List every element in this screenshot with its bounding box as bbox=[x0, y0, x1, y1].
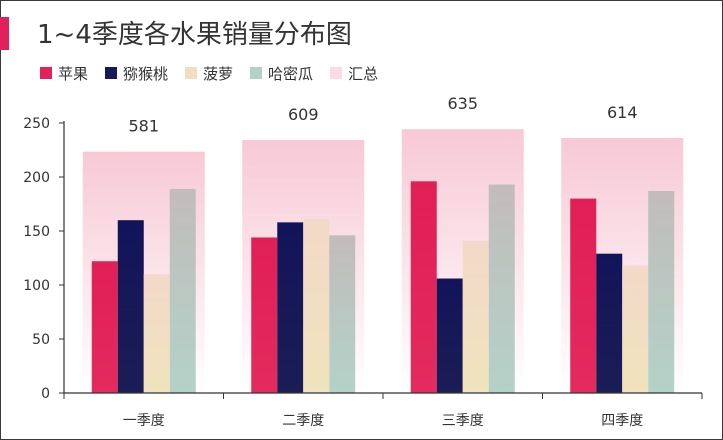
y-tick-label-4: 200 bbox=[23, 170, 50, 186]
y-tick-label-2: 100 bbox=[23, 278, 50, 294]
x-tick-label-3: 三季度 bbox=[442, 413, 484, 429]
legend-item-kiwi: 猕猴桃 bbox=[105, 63, 168, 84]
legend-item-melon: 哈密瓜 bbox=[250, 63, 313, 84]
legend: 苹果 猕猴桃 菠萝 哈密瓜 汇总 bbox=[40, 63, 395, 83]
legend-label-melon: 哈密瓜 bbox=[268, 64, 314, 83]
legend-label-kiwi: 猕猴桃 bbox=[123, 64, 169, 83]
bar-apple-4 bbox=[570, 198, 597, 393]
bar-apple-1 bbox=[91, 261, 118, 393]
bar-kiwi-1 bbox=[117, 220, 144, 393]
total-label-2: 609 bbox=[288, 105, 319, 124]
title-accent-bar bbox=[0, 17, 9, 50]
bar-apple-2 bbox=[251, 237, 278, 393]
total-label-1: 581 bbox=[128, 117, 159, 136]
chart-title: 1~4季度各水果销量分布图 bbox=[37, 20, 352, 50]
y-tick-label-0: 0 bbox=[41, 386, 50, 402]
legend-label-pineapple: 菠萝 bbox=[203, 64, 234, 83]
legend-swatch-total bbox=[330, 67, 343, 79]
legend-item-apple: 苹果 bbox=[40, 63, 88, 84]
total-label-4: 614 bbox=[607, 103, 638, 122]
bar-kiwi-2 bbox=[277, 222, 304, 393]
bar-melon-2 bbox=[329, 235, 356, 393]
x-tick-label-4: 四季度 bbox=[601, 413, 643, 429]
bar-pineapple-1 bbox=[143, 274, 170, 393]
y-tick-label-1: 50 bbox=[32, 332, 50, 348]
bar-kiwi-3 bbox=[436, 278, 463, 393]
bar-pineapple-3 bbox=[462, 240, 489, 393]
legend-item-pineapple: 菠萝 bbox=[185, 63, 233, 84]
total-label-3: 635 bbox=[447, 94, 478, 113]
y-tick-label-5: 250 bbox=[23, 116, 50, 132]
legend-label-apple: 苹果 bbox=[58, 64, 89, 83]
bar-kiwi-4 bbox=[596, 253, 623, 393]
legend-swatch-pineapple bbox=[185, 67, 198, 79]
legend-label-total: 汇总 bbox=[348, 64, 379, 83]
legend-swatch-kiwi bbox=[105, 67, 118, 79]
bar-pineapple-4 bbox=[622, 265, 649, 393]
y-tick-label-3: 150 bbox=[23, 224, 50, 240]
bar-apple-3 bbox=[410, 181, 437, 393]
bar-melon-1 bbox=[169, 188, 196, 393]
bar-pineapple-2 bbox=[303, 219, 330, 393]
bar-melon-4 bbox=[648, 191, 675, 393]
bar-melon-3 bbox=[488, 184, 515, 393]
x-tick-label-2: 二季度 bbox=[282, 413, 324, 429]
legend-item-total: 汇总 bbox=[330, 63, 378, 84]
legend-swatch-melon bbox=[250, 67, 263, 79]
x-tick-label-1: 一季度 bbox=[123, 413, 165, 429]
legend-swatch-apple bbox=[40, 67, 52, 79]
